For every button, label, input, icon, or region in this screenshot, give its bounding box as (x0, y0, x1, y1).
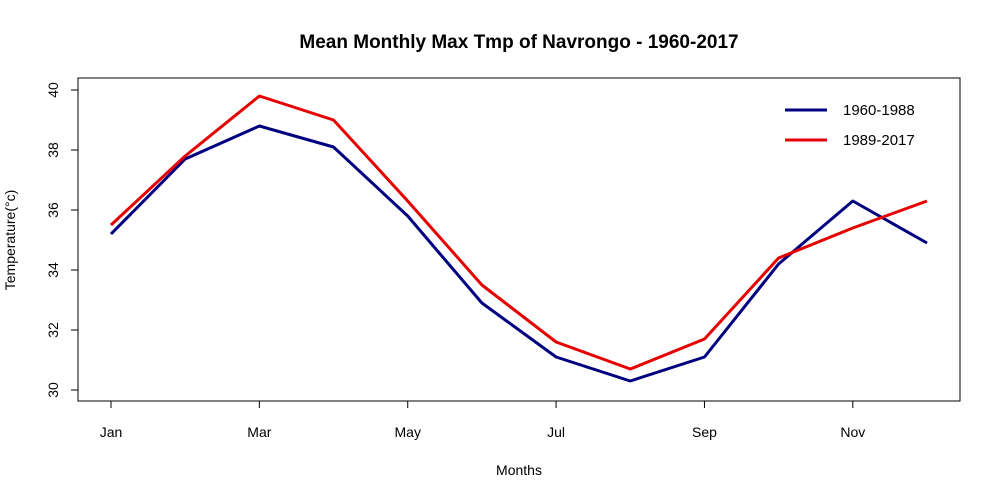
series-line-1 (109, 124, 928, 383)
y-tick-label: 40 (45, 82, 61, 98)
x-tick-label: May (395, 424, 421, 440)
y-axis: 30 32 34 36 38 40 (45, 82, 79, 398)
x-tick-label: Jul (547, 424, 565, 440)
y-tick-label: 34 (45, 262, 61, 278)
chart-title: Mean Monthly Max Tmp of Navrongo - 1960-… (299, 32, 738, 53)
x-tick-label: Nov (840, 424, 865, 440)
x-tick-label: Jan (100, 424, 123, 440)
x-tick-label: Sep (692, 424, 717, 440)
y-tick-label: 30 (45, 382, 61, 398)
legend-label-1: 1960-1988 (843, 102, 915, 119)
series-line-2 (109, 94, 928, 371)
y-tick-label: 38 (45, 142, 61, 158)
x-axis-label: Months (496, 462, 542, 478)
legend-label-2: 1989-2017 (843, 132, 915, 149)
x-tick-label: Mar (247, 424, 271, 440)
series-layer (109, 94, 928, 383)
legend: 1960-1988 1989-2017 (785, 102, 915, 149)
y-tick-label: 36 (45, 202, 61, 218)
y-axis-label: Temperature(°c) (2, 190, 18, 291)
y-tick-label: 32 (45, 322, 61, 338)
x-axis: Jan Mar May Jul Sep Nov (100, 400, 865, 440)
